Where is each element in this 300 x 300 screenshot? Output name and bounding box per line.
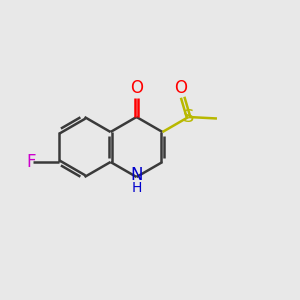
Text: O: O [175, 79, 188, 97]
Text: O: O [130, 79, 143, 97]
Text: H: H [131, 181, 142, 194]
Text: S: S [183, 108, 194, 126]
Text: N: N [130, 166, 143, 184]
Text: F: F [26, 153, 35, 171]
